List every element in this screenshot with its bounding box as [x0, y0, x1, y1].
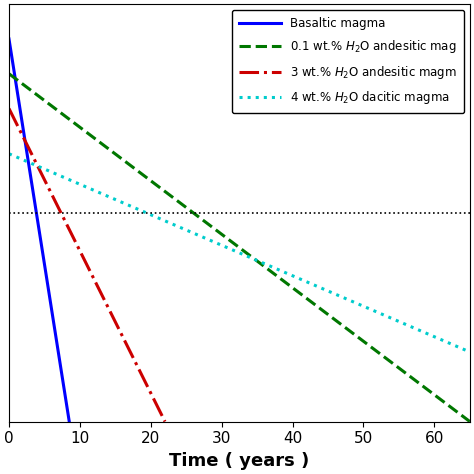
X-axis label: Time ( years ): Time ( years ): [169, 452, 310, 470]
Legend: Basaltic magma, 0.1 wt.% $H_2$O andesitic mag, 3 wt.% $H_2$O andesitic magm, 4 w: Basaltic magma, 0.1 wt.% $H_2$O andesiti…: [232, 10, 464, 113]
